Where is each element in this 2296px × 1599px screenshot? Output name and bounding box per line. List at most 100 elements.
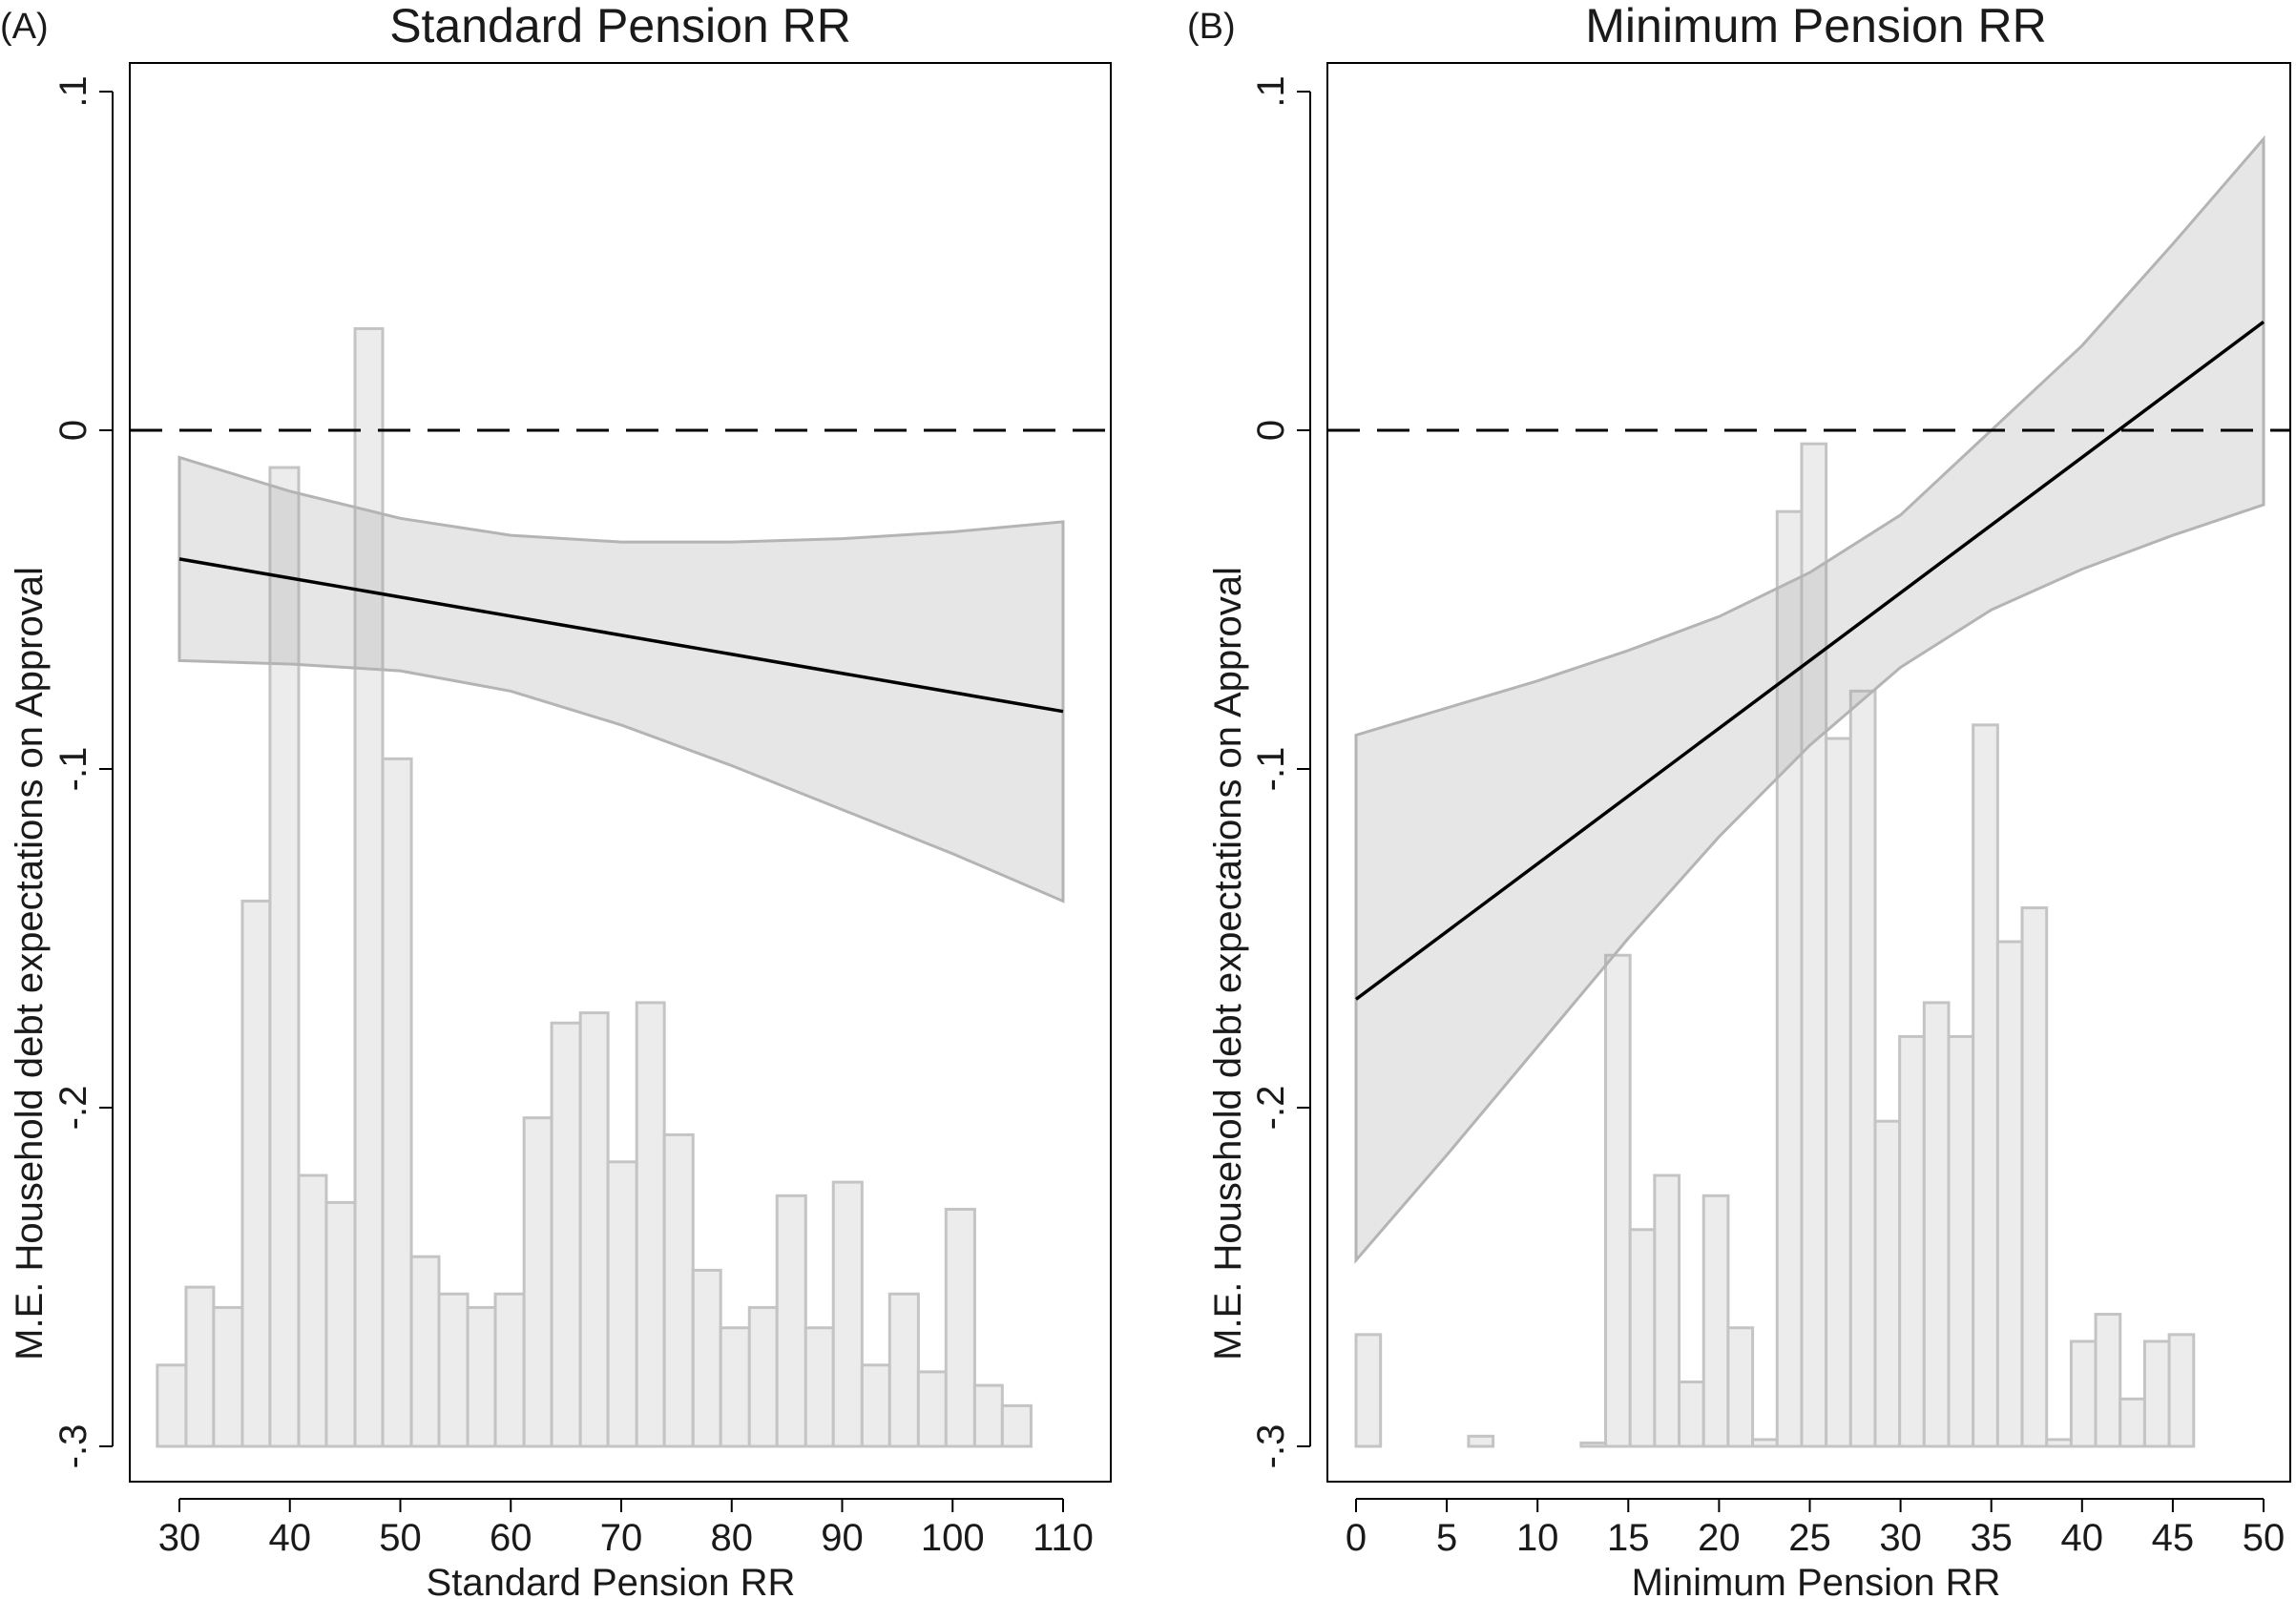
panel-b-y-tick-label-0: -.3 bbox=[1250, 1424, 1292, 1469]
panel-a-histogram-bar-27 bbox=[916, 1370, 948, 1448]
panel-a-histogram-bar-4 bbox=[268, 466, 301, 1448]
panel-a-histogram-bar-25 bbox=[860, 1363, 891, 1448]
panel-b-histogram-bar-18 bbox=[1972, 723, 1999, 1448]
panel-a-histogram-bar-26 bbox=[887, 1292, 920, 1448]
panel-b-x-tick-label-5: 25 bbox=[1788, 1517, 1831, 1559]
panel-a-x-axis-title: Standard Pension RR bbox=[427, 1562, 796, 1599]
panel-a-histogram-bar-23 bbox=[804, 1326, 835, 1448]
panel-b: (B) Minimum Pension RR -.3 -.2 -.1 0 .1 0 5 10… bbox=[1187, 0, 2291, 1599]
panel-a-histogram-bar-21 bbox=[747, 1305, 779, 1448]
panel-b-histogram-bar-2 bbox=[1579, 1441, 1608, 1448]
panel-b-histogram-bar-15 bbox=[1898, 1034, 1926, 1448]
panel-a-histogram-bar-30 bbox=[1000, 1403, 1033, 1448]
panel-b-x-tick-label-2: 10 bbox=[1516, 1517, 1559, 1559]
panel-a-histogram-bar-24 bbox=[831, 1180, 864, 1448]
panel-a-histogram-bar-19 bbox=[691, 1268, 722, 1448]
panel-b-histogram-bar-25 bbox=[2142, 1339, 2171, 1448]
panel-b-label: (B) bbox=[1187, 7, 1236, 47]
panel-b-histogram-bar-10 bbox=[1775, 509, 1804, 1448]
panel-a-confidence-band bbox=[177, 455, 1065, 903]
panel-b-histogram-bar-20 bbox=[2020, 906, 2049, 1448]
panel-b-y-axis: -.3 -.2 -.1 0 .1 bbox=[1250, 75, 1311, 1469]
panel-b-histogram-bar-26 bbox=[2167, 1333, 2196, 1448]
panel-b-histogram-bar-3 bbox=[1604, 953, 1632, 1448]
panel-a-x-tick-label-3: 60 bbox=[490, 1517, 532, 1559]
panel-b-histogram-bar-6 bbox=[1678, 1381, 1705, 1448]
panel-b-histogram-bar-16 bbox=[1922, 1001, 1951, 1448]
panel-b-frame bbox=[1326, 62, 2291, 1483]
panel-b-histogram-bar-1 bbox=[1467, 1434, 1495, 1448]
panel-b-x-tick-label-0: 0 bbox=[1346, 1517, 1367, 1559]
panel-a-histogram-bar-15 bbox=[578, 1011, 610, 1448]
panel-a-x-tick-label-1: 40 bbox=[269, 1517, 312, 1559]
panel-b-histogram-bar-8 bbox=[1726, 1326, 1755, 1448]
panel-a-histogram-bar-6 bbox=[324, 1200, 357, 1448]
panel-a-x-tick-label-8: 110 bbox=[1033, 1517, 1094, 1559]
panel-b-histogram-bar-22 bbox=[2069, 1339, 2098, 1448]
panel-b-histogram-bar-4 bbox=[1628, 1228, 1657, 1448]
panel-b-marginal-effect-line bbox=[1354, 320, 2265, 1001]
panel-b-histogram-bar-24 bbox=[2119, 1397, 2146, 1448]
panel-b-x-tick-label-4: 20 bbox=[1698, 1517, 1741, 1559]
panel-b-x-tick-label-8: 40 bbox=[2061, 1517, 2104, 1559]
panel-a-y-tick-label-2: -.1 bbox=[52, 747, 94, 792]
panel-b-y-tick-label-2: -.1 bbox=[1250, 747, 1292, 792]
panel-a-histogram-bar-10 bbox=[437, 1292, 470, 1448]
panel-a-x-tick-label-0: 30 bbox=[158, 1517, 201, 1559]
panel-a-histogram-bar-0 bbox=[156, 1363, 188, 1448]
panel-b-y-tick-label-3: 0 bbox=[1250, 420, 1292, 441]
panel-a-histogram-bar-1 bbox=[184, 1285, 216, 1448]
panel-a-plot-area bbox=[129, 62, 1112, 1483]
panel-a-histogram-bar-17 bbox=[635, 1001, 666, 1448]
panel-a-histogram-bar-8 bbox=[381, 757, 413, 1448]
panel-b-histogram-bar-13 bbox=[1848, 689, 1877, 1448]
panel-b-histogram-bar-12 bbox=[1825, 737, 1852, 1448]
panel-a-histogram-bar-12 bbox=[493, 1292, 526, 1448]
panel-a-y-axis: -.3 -.2 -.1 0 .1 bbox=[52, 75, 114, 1469]
panel-a-y-axis-title: M.E. Household debt expectations on Appr… bbox=[9, 567, 51, 1360]
panel-a-title: Standard Pension RR bbox=[389, 0, 851, 52]
panel-b-x-tick-label-7: 35 bbox=[1970, 1517, 2013, 1559]
panel-a-label: (A) bbox=[0, 7, 49, 47]
panel-b-histogram-bar-14 bbox=[1873, 1119, 1902, 1448]
panel-b-histogram-bar-19 bbox=[1995, 940, 2024, 1448]
panel-b-histogram-bar-7 bbox=[1701, 1194, 1730, 1448]
panel-a-histogram-bar-22 bbox=[775, 1194, 807, 1448]
panel-a-x-axis: 30 40 50 60 70 80 90 100 110 bbox=[158, 1498, 1094, 1559]
panel-a-histogram-bar-11 bbox=[466, 1305, 497, 1448]
panel-b-histogram-bar-17 bbox=[1947, 1034, 1975, 1448]
panel-b-confidence-band bbox=[1354, 135, 2265, 1264]
panel-a-histogram-bar-16 bbox=[606, 1160, 638, 1448]
panel-a-x-tick-label-6: 90 bbox=[821, 1517, 864, 1559]
panel-b-y-tick-label-4: .1 bbox=[1250, 75, 1292, 107]
panel-b-title: Minimum Pension RR bbox=[1585, 0, 2046, 52]
panel-b-x-tick-label-3: 15 bbox=[1607, 1517, 1650, 1559]
panel-b-histogram-bar-23 bbox=[2094, 1313, 2122, 1448]
panel-b-histogram-bar-21 bbox=[2045, 1438, 2073, 1448]
panel-a-x-tick-label-4: 70 bbox=[600, 1517, 643, 1559]
panel-a-histogram-bar-13 bbox=[522, 1116, 553, 1448]
panel-b-histogram-bar-9 bbox=[1751, 1438, 1779, 1448]
panel-a-histogram-bar-5 bbox=[297, 1173, 328, 1448]
panel-a-histogram-bar-3 bbox=[240, 899, 272, 1448]
panel-a-frame bbox=[129, 62, 1112, 1483]
panel-b-x-axis: 0 5 10 15 20 25 30 35 40 45 50 bbox=[1346, 1498, 2285, 1559]
panel-a-x-tick-label-2: 50 bbox=[379, 1517, 422, 1559]
panel-a-histogram-bar-9 bbox=[409, 1255, 441, 1448]
panel-a-histogram-bar-18 bbox=[662, 1132, 695, 1448]
panel-a-histogram-bar-14 bbox=[550, 1021, 582, 1448]
panel-a-y-tick-label-4: .1 bbox=[52, 75, 94, 107]
panel-a: (A) Standard Pension RR -.3 -.2 -.1 0 .1 30 4… bbox=[0, 0, 1112, 1599]
panel-b-x-axis-title: Minimum Pension RR bbox=[1632, 1562, 2001, 1599]
panel-a-x-tick-label-7: 100 bbox=[921, 1517, 985, 1559]
panel-a-x-tick-label-5: 80 bbox=[711, 1517, 754, 1559]
panel-a-y-tick-label-0: -.3 bbox=[52, 1424, 94, 1469]
panel-a-y-tick-label-3: 0 bbox=[52, 420, 94, 441]
panel-a-histogram-bar-2 bbox=[212, 1305, 244, 1448]
panel-a-marginal-effect-line bbox=[178, 557, 1064, 714]
panel-b-plot-area bbox=[1326, 62, 2291, 1483]
panel-a-histogram-bar-20 bbox=[719, 1326, 751, 1448]
panel-b-histogram-bar-0 bbox=[1354, 1333, 1383, 1448]
panel-a-y-tick-label-1: -.2 bbox=[52, 1086, 94, 1131]
